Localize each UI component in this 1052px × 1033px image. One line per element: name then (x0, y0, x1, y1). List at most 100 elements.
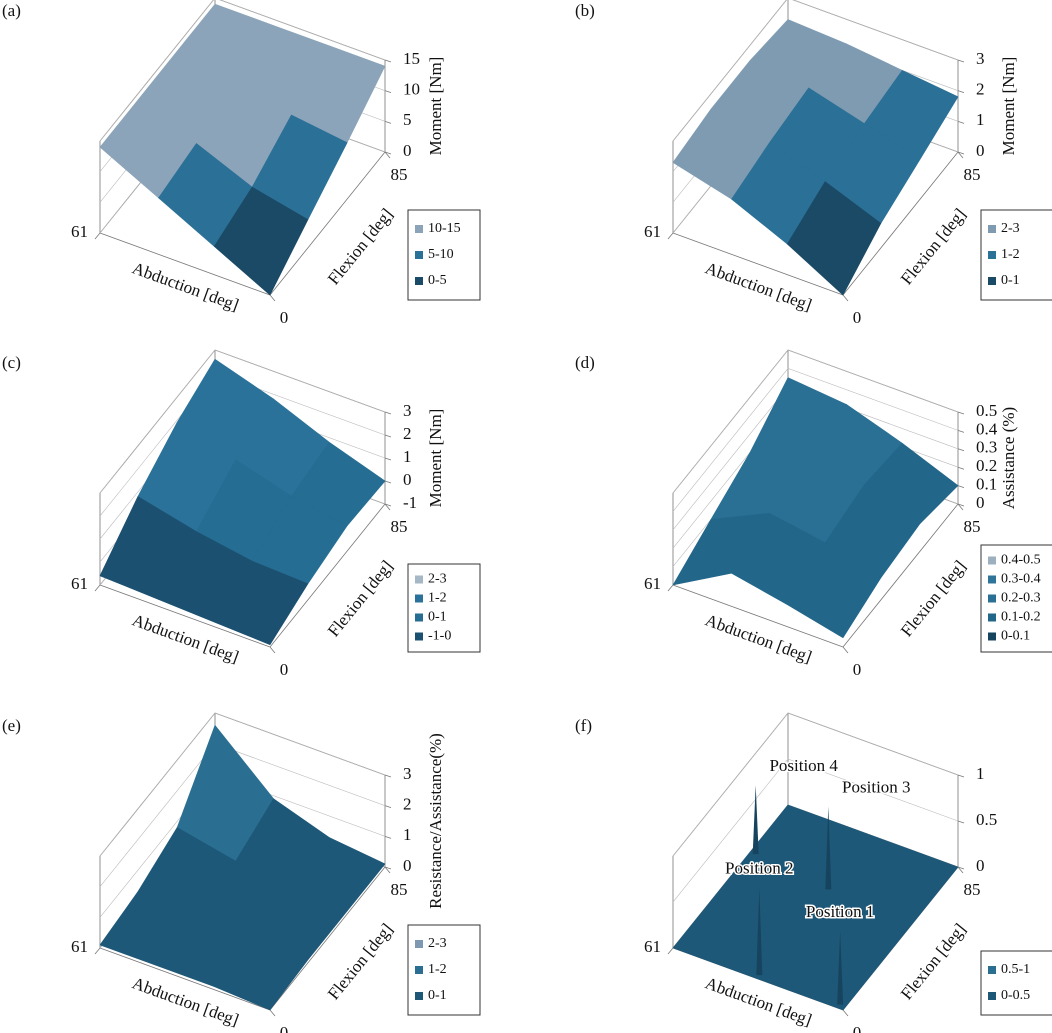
y-tick-label: 85 (964, 517, 981, 536)
grid-line (672, 0, 959, 142)
x-tick (94, 947, 101, 955)
y-tick-label: 85 (964, 880, 981, 899)
z-tick-label: 1 (976, 764, 985, 783)
legend-swatch (988, 575, 996, 584)
legend-label: 0-0.5 (1001, 988, 1030, 1003)
z-tick-label: 2 (976, 80, 985, 99)
legend-label: 2-3 (428, 572, 447, 587)
x-axis (672, 232, 844, 296)
peak-annotation: Position 2 (725, 859, 794, 878)
legend-swatch (988, 632, 996, 641)
legend-label: 1-2 (428, 962, 447, 977)
panel-label: (c) (2, 353, 21, 372)
z-tick (384, 457, 392, 461)
z-tick-label: 2 (403, 795, 412, 814)
z-tick-label: 0.2 (976, 456, 997, 475)
surface-patch (786, 542, 882, 639)
surface-patch (786, 181, 882, 296)
y-tick (957, 866, 964, 874)
legend-swatch (988, 966, 996, 974)
z-tick-label: 0 (976, 141, 985, 160)
legend-swatch (988, 613, 996, 622)
legend-label: 0-1 (428, 988, 447, 1003)
y-axis-label: Flexion [deg] (324, 920, 397, 1004)
x-tick-label: 61 (71, 937, 88, 956)
panel-label: (b) (575, 1, 595, 20)
y-axis (269, 503, 386, 648)
z-tick (384, 835, 392, 839)
x-tick (94, 232, 101, 240)
z-axis-label: Assistance (%) (999, 407, 1018, 509)
legend-swatch (988, 277, 996, 285)
peak-annotation: Position 4 (769, 756, 838, 775)
y-tick (384, 503, 391, 511)
grid-line (672, 712, 959, 857)
z-tick-label: 3 (403, 764, 412, 783)
z-tick-label: 0.5 (976, 401, 997, 420)
panel-label: (a) (2, 1, 21, 20)
legend-label: 0.3-0.4 (1001, 572, 1041, 587)
peak-annotation: Position 1 (806, 902, 875, 921)
legend-swatch (415, 632, 423, 641)
legend-label: 0-1 (1001, 273, 1020, 288)
legend-swatch (988, 251, 996, 259)
peak (756, 887, 763, 976)
surface-patch (213, 186, 309, 296)
y-tick-label: 85 (391, 517, 408, 536)
z-tick (957, 774, 965, 778)
x-tick-label: 61 (644, 222, 661, 241)
z-tick-label: 5 (403, 110, 412, 129)
grid-line (672, 349, 959, 494)
y-tick-label: 0 (853, 1023, 862, 1033)
y-axis-label: Flexion [deg] (324, 205, 397, 289)
z-tick-label: 1 (403, 447, 412, 466)
legend-label: 0-5 (428, 273, 447, 288)
grid-line (99, 712, 386, 857)
y-tick-label: 0 (280, 308, 289, 327)
z-tick (957, 485, 965, 488)
y-axis (269, 151, 386, 296)
x-axis (99, 232, 271, 296)
y-tick-label: 0 (853, 308, 862, 327)
x-axis (672, 584, 844, 648)
panel-label: (f) (575, 716, 592, 735)
z-tick-label: 2 (403, 424, 412, 443)
z-tick (957, 503, 965, 507)
legend-swatch (415, 966, 423, 974)
y-tick (269, 646, 276, 654)
legend-swatch (988, 556, 996, 565)
z-axis-label: Moment [Nm] (426, 57, 445, 156)
legend-swatch (988, 225, 996, 233)
z-tick-label: 0.3 (976, 438, 997, 457)
legend-label: 2-3 (1001, 221, 1020, 236)
legend-swatch (415, 251, 423, 259)
z-tick-label: 15 (403, 49, 420, 68)
z-tick-label: -1 (403, 493, 417, 512)
z-tick-label: 0.4 (976, 419, 998, 438)
legend-label: 0-0.1 (1001, 629, 1030, 644)
z-tick (957, 820, 965, 824)
z-tick-label: 1 (403, 825, 412, 844)
x-axis (99, 584, 271, 648)
x-tick-label: 61 (644, 574, 661, 593)
x-tick (667, 584, 674, 592)
legend-label: 0-1 (428, 610, 447, 625)
y-tick-label: 0 (280, 660, 289, 679)
z-tick-label: 0.5 (976, 810, 997, 829)
x-tick (667, 947, 674, 955)
peak (837, 931, 844, 1005)
x-tick-label: 61 (71, 574, 88, 593)
z-tick (957, 466, 965, 470)
z-tick (384, 805, 392, 809)
z-tick (384, 503, 392, 507)
y-axis-label: Flexion [deg] (897, 205, 970, 289)
grid-line (99, 349, 386, 494)
x-axis (99, 947, 271, 1011)
z-tick-label: 0.1 (976, 475, 997, 494)
y-tick (842, 294, 849, 302)
y-axis-label: Flexion [deg] (324, 557, 397, 641)
z-tick (957, 90, 965, 94)
x-tick-label: 61 (71, 222, 88, 241)
z-tick (384, 90, 392, 94)
z-tick (957, 59, 965, 63)
